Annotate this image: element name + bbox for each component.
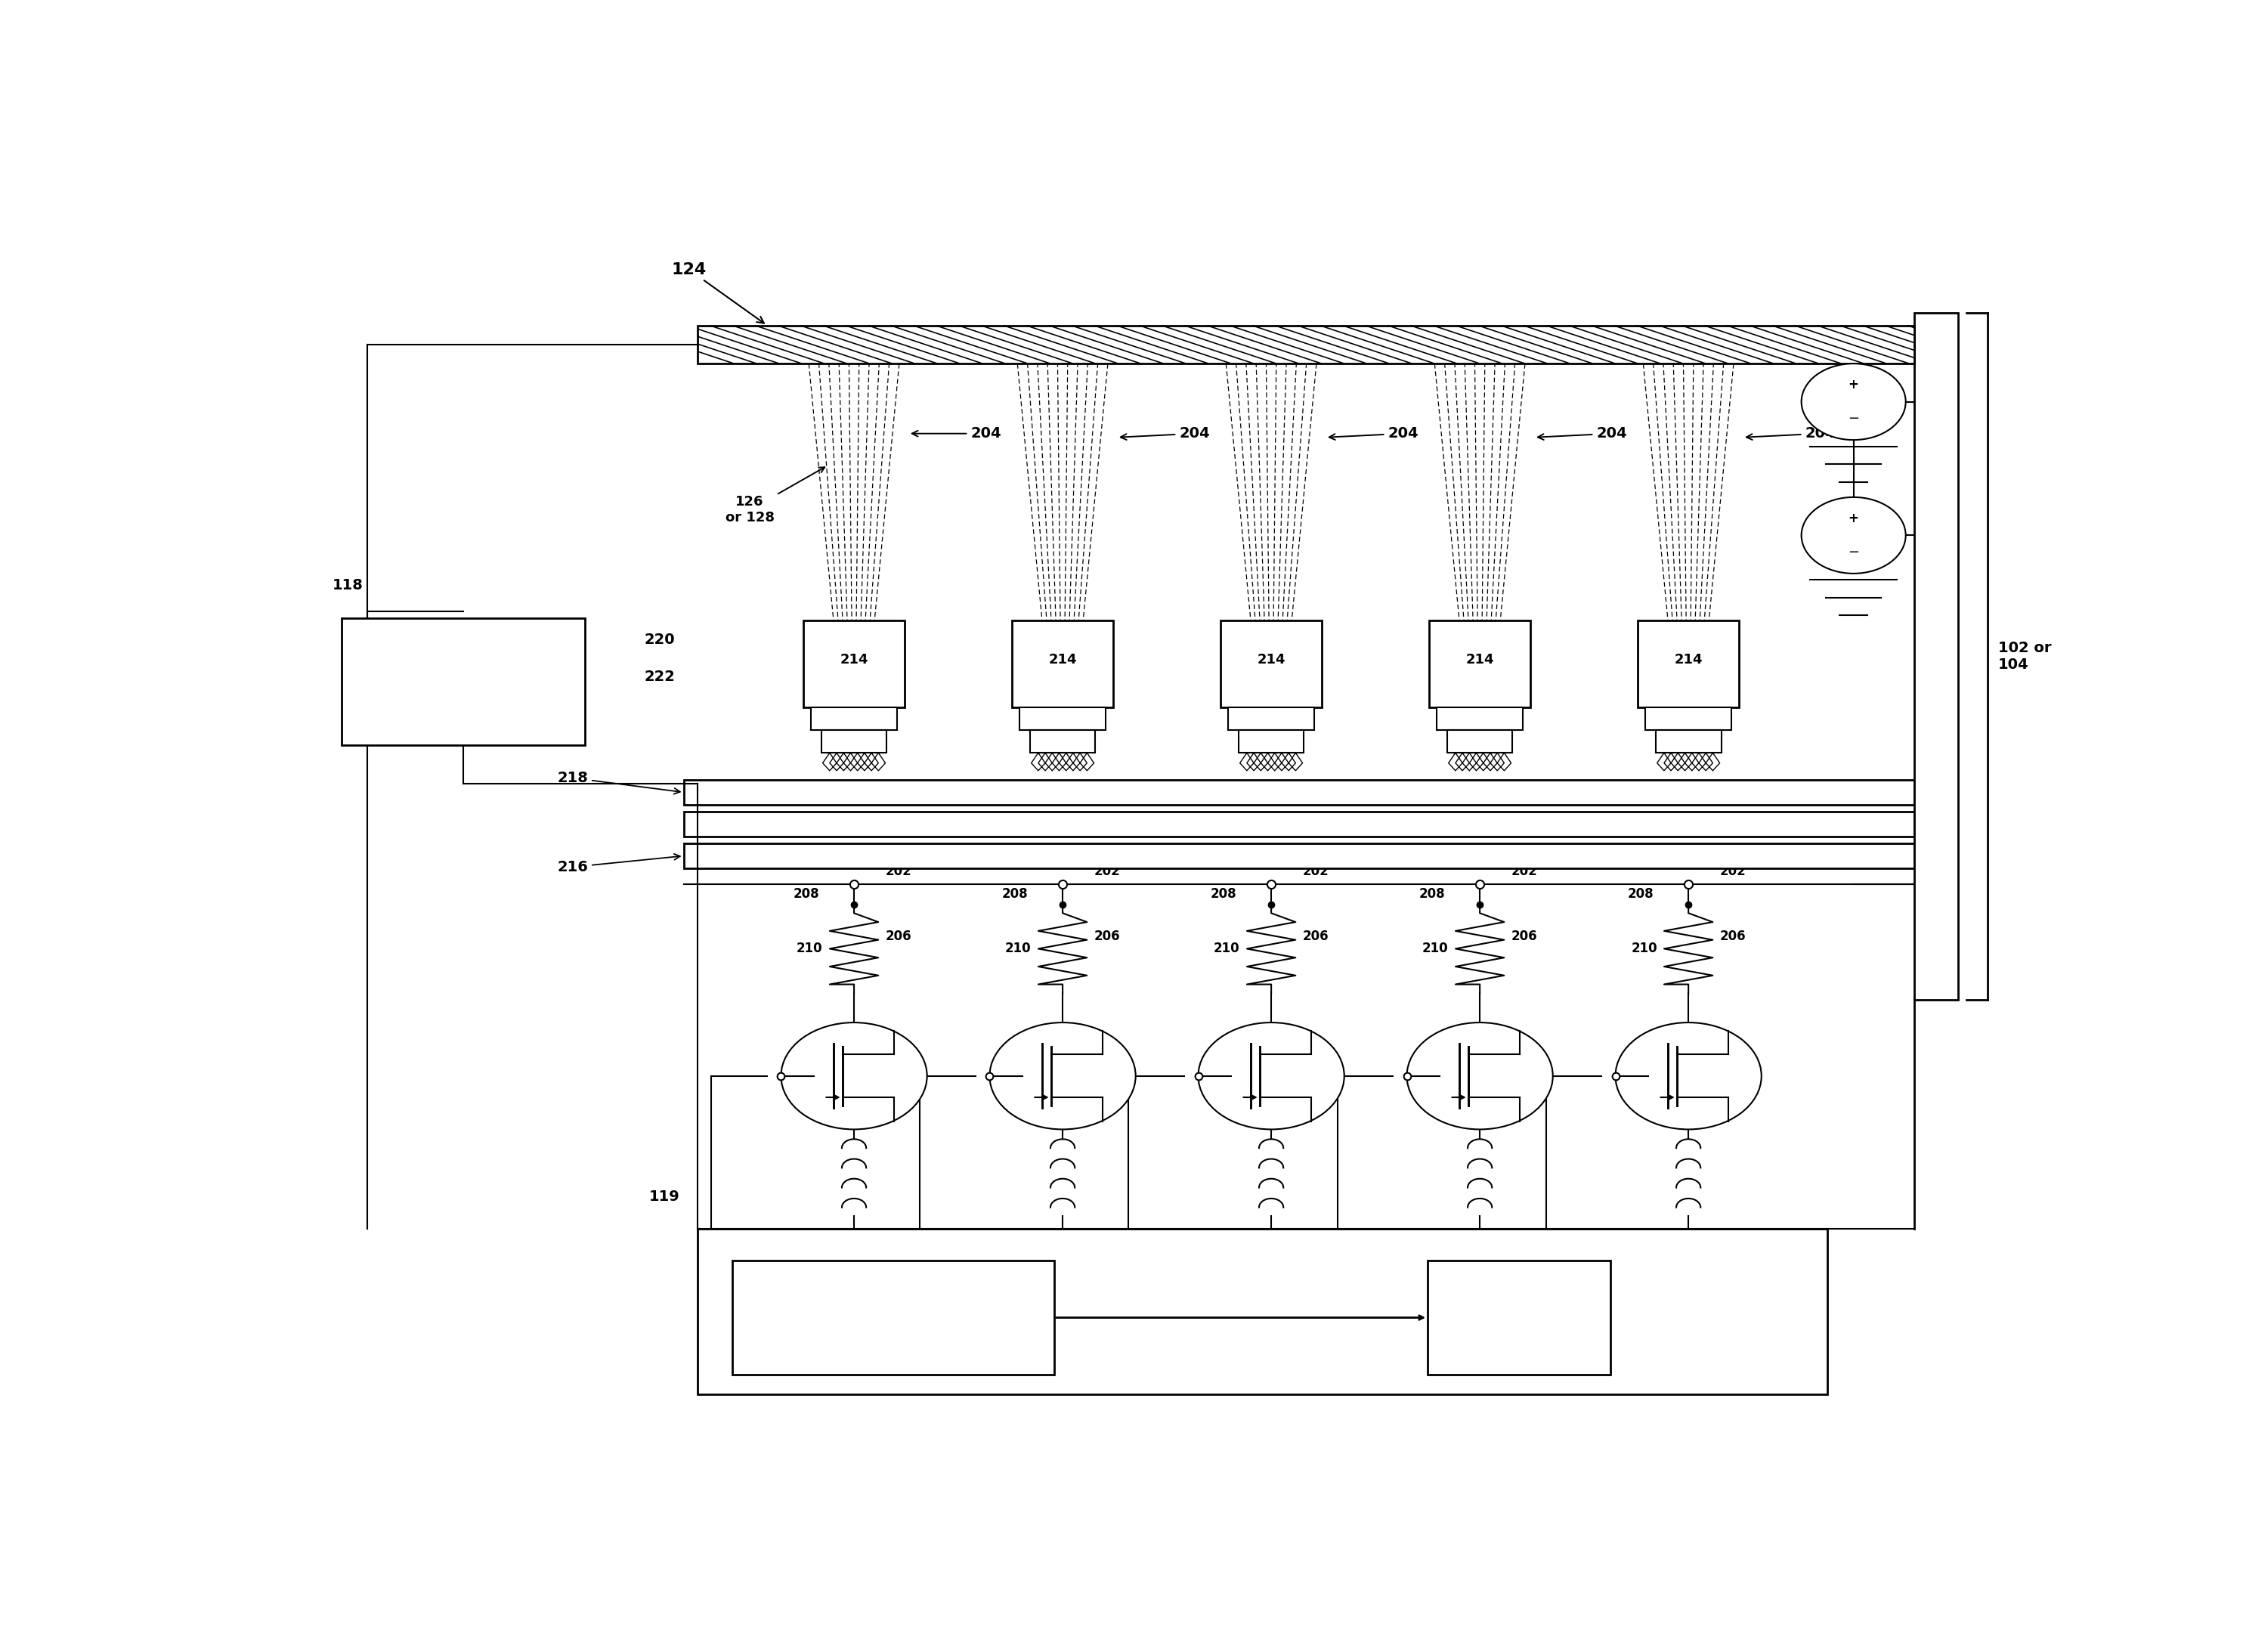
Bar	[1637, 621, 1738, 707]
Text: +: +	[1848, 512, 1859, 525]
Bar	[1238, 730, 1303, 753]
Text: 118: 118	[332, 578, 363, 593]
Text: 210: 210	[1005, 942, 1032, 955]
Bar	[821, 730, 886, 753]
Bar	[1021, 707, 1106, 730]
Bar	[803, 621, 904, 707]
Bar	[341, 618, 585, 745]
Text: −: −	[1848, 411, 1859, 426]
Text: CONTROLLER: CONTROLLER	[1207, 1241, 1317, 1256]
Bar	[1030, 730, 1095, 753]
Bar	[1646, 707, 1732, 730]
Text: +: +	[1848, 378, 1859, 392]
Text: 222: 222	[644, 669, 675, 684]
Text: 214: 214	[1673, 653, 1702, 666]
Circle shape	[1406, 1023, 1552, 1130]
Text: 210: 210	[1631, 942, 1658, 955]
Text: 204: 204	[1539, 426, 1626, 441]
Bar	[684, 843, 1916, 869]
Bar	[812, 707, 897, 730]
Text: 204: 204	[913, 426, 1000, 441]
Bar	[733, 1260, 1054, 1374]
Text: SUPPLY: SUPPLY	[1492, 1328, 1545, 1341]
Bar	[1916, 312, 1958, 999]
Circle shape	[1615, 1023, 1761, 1130]
Circle shape	[1198, 1023, 1344, 1130]
Circle shape	[1801, 363, 1907, 439]
Text: 102 or
104: 102 or 104	[1999, 641, 2050, 672]
Text: 214: 214	[1256, 653, 1285, 666]
Bar	[1438, 707, 1523, 730]
Text: −: −	[1848, 545, 1859, 560]
Bar	[1220, 621, 1321, 707]
Text: 214: 214	[839, 653, 868, 666]
Text: ADDRESSING FUNCTION: ADDRESSING FUNCTION	[823, 1330, 964, 1340]
Bar	[684, 811, 1916, 838]
Text: 206: 206	[1512, 928, 1536, 943]
Text: 119: 119	[650, 1189, 680, 1204]
Text: 202: 202	[1720, 864, 1745, 877]
Bar	[684, 780, 1916, 805]
Text: 206: 206	[1095, 928, 1119, 943]
Bar	[1429, 621, 1530, 707]
Text: FIELD EMITTER: FIELD EMITTER	[846, 1289, 942, 1300]
Text: POWER SUPPLY: POWER SUPPLY	[408, 694, 518, 707]
Text: 202: 202	[1512, 864, 1536, 877]
Bar	[698, 325, 1916, 363]
Text: POWER: POWER	[1494, 1289, 1545, 1302]
Text: 206: 206	[886, 928, 911, 943]
Text: 124: 124	[671, 263, 765, 324]
Text: 216: 216	[556, 854, 680, 874]
Text: 206: 206	[1303, 928, 1328, 943]
Bar	[1655, 730, 1720, 753]
Text: 214: 214	[1465, 653, 1494, 666]
Text: 208: 208	[1628, 887, 1653, 900]
Text: 210: 210	[1422, 942, 1449, 955]
Bar	[1447, 730, 1512, 753]
Bar	[1229, 707, 1314, 730]
Text: 207: 207	[1227, 1330, 1256, 1345]
Text: 208: 208	[1211, 887, 1236, 900]
Text: HIGH VOLTAGE: HIGH VOLTAGE	[410, 649, 514, 662]
Text: 202: 202	[886, 864, 911, 877]
Text: 210: 210	[796, 942, 823, 955]
Text: 204: 204	[1330, 426, 1418, 441]
Bar	[1012, 621, 1113, 707]
Bar	[1429, 1260, 1610, 1374]
Text: 204: 204	[1747, 426, 1835, 441]
Text: 206: 206	[1720, 928, 1745, 943]
Text: 208: 208	[794, 887, 819, 900]
Circle shape	[781, 1023, 926, 1130]
Text: 214: 214	[1047, 653, 1077, 666]
Text: 218: 218	[556, 771, 680, 795]
Text: 202: 202	[1095, 864, 1119, 877]
Text: 208: 208	[1420, 887, 1444, 900]
Text: 204: 204	[1122, 426, 1209, 441]
Text: 210: 210	[1213, 942, 1240, 955]
Text: 126
or 128: 126 or 128	[724, 468, 825, 525]
Text: 202: 202	[1303, 864, 1328, 877]
Bar	[698, 1229, 1828, 1394]
Text: 212: 212	[1382, 1374, 1411, 1388]
Text: 208: 208	[1003, 887, 1027, 900]
Circle shape	[989, 1023, 1135, 1130]
Circle shape	[1801, 497, 1907, 573]
Text: 220: 220	[644, 633, 675, 648]
